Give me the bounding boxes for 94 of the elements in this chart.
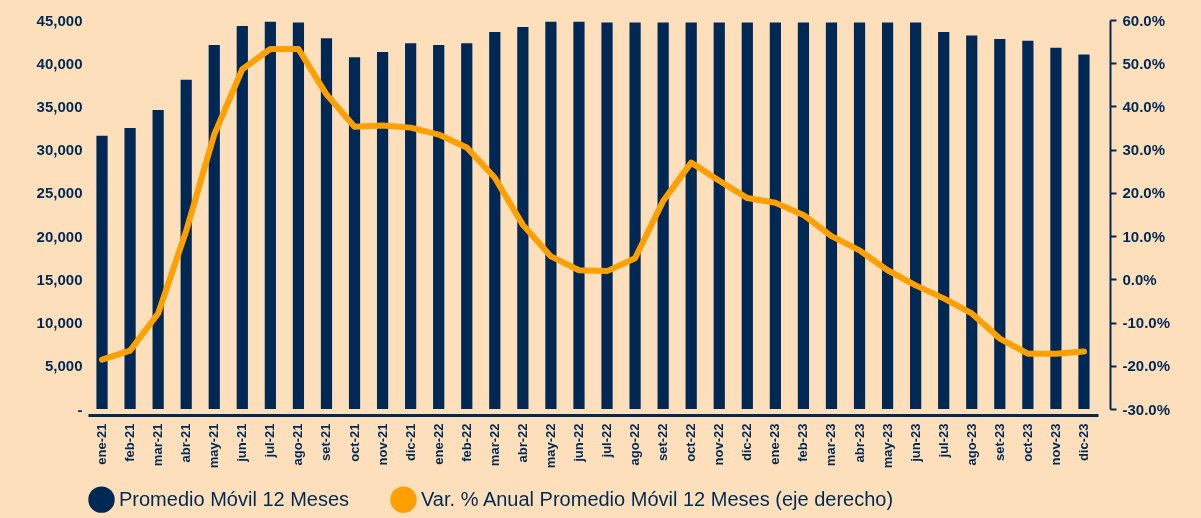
x-tick-label: oct-21 — [346, 423, 362, 462]
x-tick-label: abr-21 — [178, 423, 194, 463]
x-tick-label: dic-21 — [402, 423, 418, 462]
bar — [320, 38, 333, 409]
x-tick-label: jun-22 — [570, 423, 586, 463]
y-tick-label: 35,000 — [36, 97, 83, 115]
x-tick-label: ene-22 — [430, 423, 446, 465]
x-tick-label: dic-22 — [739, 423, 755, 462]
bar — [1050, 47, 1062, 409]
y2-tick-label: -10.0% — [1122, 314, 1171, 332]
bar — [1022, 40, 1034, 409]
bar — [264, 21, 276, 409]
bar — [545, 21, 557, 409]
x-tick-label: abr-23 — [851, 423, 867, 463]
x-tick-label: ene-23 — [767, 423, 783, 465]
bar — [601, 22, 613, 409]
x-tick-label: set-22 — [655, 423, 671, 462]
y-tick-label: 5,000 — [44, 357, 83, 375]
legend-label: Var. % Anual Promedio Móvil 12 Meses (eje derecho) — [421, 487, 894, 510]
bar — [938, 32, 950, 409]
bar — [685, 22, 697, 409]
x-tick-label: feb-23 — [795, 423, 811, 462]
bar — [376, 51, 389, 409]
x-tick-label: jul-23 — [935, 423, 951, 459]
bar — [910, 22, 922, 409]
y-tick-label: 10,000 — [36, 314, 83, 332]
bar — [292, 22, 305, 409]
x-tick-label: nov-21 — [374, 423, 390, 466]
bar — [657, 22, 669, 409]
bar — [96, 135, 108, 409]
y-tick-label: - — [77, 400, 83, 418]
y2-tick-label: 60.0% — [1122, 11, 1166, 29]
x-tick-label: oct-22 — [683, 423, 699, 462]
x-tick-label: ago-23 — [963, 423, 979, 466]
bar — [489, 32, 501, 409]
bar — [461, 43, 473, 409]
x-tick-label: mar-21 — [150, 423, 166, 467]
y-tick-label: 20,000 — [36, 227, 83, 245]
bar — [966, 35, 978, 409]
x-tick-label: may-21 — [206, 423, 222, 469]
bar — [825, 22, 838, 409]
y-tick-label: 30,000 — [36, 141, 83, 159]
bar — [629, 22, 641, 409]
x-tick-label: jun-21 — [234, 423, 250, 463]
bar — [236, 26, 248, 409]
x-tick-label: nov-23 — [1047, 423, 1063, 466]
y-tick-label: 15,000 — [36, 270, 83, 288]
y2-tick-label: -30.0% — [1122, 400, 1171, 418]
bar — [1078, 54, 1090, 409]
y2-tick-label: 0.0% — [1122, 270, 1157, 288]
bar — [517, 26, 529, 409]
bar — [769, 22, 781, 409]
bar — [405, 43, 417, 409]
x-tick-label: jun-23 — [907, 423, 923, 463]
bar — [741, 22, 753, 409]
bar — [797, 22, 810, 409]
x-tick-label: may-23 — [879, 423, 895, 469]
bar — [573, 21, 585, 409]
x-tick-label: ago-21 — [290, 423, 306, 466]
bar — [208, 45, 220, 409]
y2-tick-label: 50.0% — [1122, 54, 1166, 72]
y-tick-label: 45,000 — [36, 11, 83, 29]
y2-tick-label: 30.0% — [1122, 141, 1166, 159]
x-tick-label: jul-22 — [599, 423, 615, 459]
bar — [853, 22, 866, 409]
x-tick-label: jul-21 — [262, 423, 278, 459]
x-tick-label: ago-22 — [627, 423, 643, 466]
legend-label: Promedio Móvil 12 Meses — [119, 487, 350, 510]
x-tick-label: set-23 — [991, 423, 1007, 462]
bar — [348, 57, 361, 409]
x-tick-label: set-21 — [318, 423, 334, 462]
y2-tick-label: 20.0% — [1122, 184, 1166, 202]
x-tick-label: ene-21 — [94, 423, 110, 465]
y-tick-label: 25,000 — [36, 184, 83, 202]
x-tick-label: abr-22 — [514, 423, 530, 463]
x-tick-label: mar-22 — [486, 423, 502, 467]
bar — [881, 22, 894, 409]
bar — [124, 128, 136, 409]
y2-tick-label: 10.0% — [1122, 227, 1166, 245]
bar — [433, 45, 445, 409]
x-tick-label: mar-23 — [823, 423, 839, 467]
x-tick-label: oct-23 — [1019, 423, 1035, 462]
x-tick-label: dic-23 — [1075, 423, 1091, 462]
y2-tick-label: -20.0% — [1122, 357, 1171, 375]
bar — [152, 109, 164, 409]
y2-tick-label: 40.0% — [1122, 97, 1166, 115]
bar — [180, 79, 192, 409]
x-tick-label: feb-22 — [458, 423, 474, 462]
x-tick-label: may-22 — [542, 423, 558, 469]
bar — [994, 39, 1006, 409]
x-tick-label: nov-22 — [711, 423, 727, 466]
bar — [713, 22, 725, 409]
y-tick-label: 40,000 — [36, 54, 83, 72]
x-tick-label: feb-21 — [122, 423, 138, 462]
